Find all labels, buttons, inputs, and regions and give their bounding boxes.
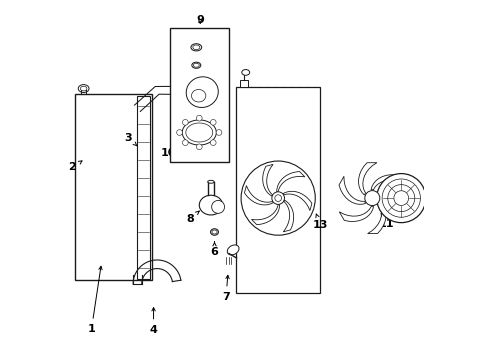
Circle shape <box>210 140 216 145</box>
Text: 11: 11 <box>379 213 394 229</box>
Circle shape <box>182 120 188 125</box>
Text: 12: 12 <box>203 50 219 67</box>
Polygon shape <box>359 163 377 195</box>
Ellipse shape <box>194 63 199 67</box>
Text: 4: 4 <box>149 307 157 334</box>
Polygon shape <box>339 176 366 204</box>
Polygon shape <box>368 201 386 234</box>
Circle shape <box>382 179 420 217</box>
Ellipse shape <box>192 62 201 68</box>
Polygon shape <box>379 192 406 220</box>
Ellipse shape <box>212 230 217 234</box>
Text: 3: 3 <box>124 133 137 146</box>
Polygon shape <box>245 186 273 205</box>
Ellipse shape <box>186 123 213 142</box>
Bar <box>236 87 320 293</box>
Ellipse shape <box>227 245 239 255</box>
Bar <box>137 96 150 279</box>
Circle shape <box>365 190 380 206</box>
Text: 5: 5 <box>207 82 215 98</box>
Polygon shape <box>339 207 373 221</box>
Polygon shape <box>283 191 312 211</box>
Ellipse shape <box>199 195 222 215</box>
Text: 1: 1 <box>88 266 102 334</box>
Ellipse shape <box>192 89 206 102</box>
Ellipse shape <box>191 44 202 51</box>
Ellipse shape <box>242 69 250 75</box>
Bar <box>170 28 229 162</box>
Text: 2: 2 <box>68 161 82 172</box>
Circle shape <box>182 140 188 145</box>
Ellipse shape <box>78 85 89 93</box>
Ellipse shape <box>193 45 200 50</box>
Circle shape <box>377 174 426 222</box>
Text: 9: 9 <box>196 15 204 25</box>
Ellipse shape <box>211 229 219 235</box>
Circle shape <box>196 115 202 121</box>
Text: 10: 10 <box>160 145 179 158</box>
Circle shape <box>196 144 202 150</box>
Circle shape <box>216 130 222 135</box>
Circle shape <box>212 201 224 213</box>
Polygon shape <box>251 204 280 225</box>
Text: 6: 6 <box>211 242 219 257</box>
Text: 8: 8 <box>187 211 199 224</box>
Ellipse shape <box>186 77 218 108</box>
Circle shape <box>177 130 182 135</box>
Ellipse shape <box>208 180 214 183</box>
Circle shape <box>394 191 409 206</box>
Bar <box>240 80 247 87</box>
Polygon shape <box>277 171 305 192</box>
Circle shape <box>210 120 216 125</box>
Ellipse shape <box>182 120 216 145</box>
Text: 7: 7 <box>222 275 230 302</box>
Circle shape <box>388 185 415 212</box>
Bar <box>74 94 152 280</box>
Polygon shape <box>283 200 294 232</box>
Text: 13: 13 <box>313 214 328 230</box>
Circle shape <box>272 192 285 204</box>
Polygon shape <box>371 175 405 190</box>
Polygon shape <box>263 165 273 196</box>
Ellipse shape <box>80 86 87 91</box>
Circle shape <box>241 161 315 235</box>
Circle shape <box>275 195 282 202</box>
